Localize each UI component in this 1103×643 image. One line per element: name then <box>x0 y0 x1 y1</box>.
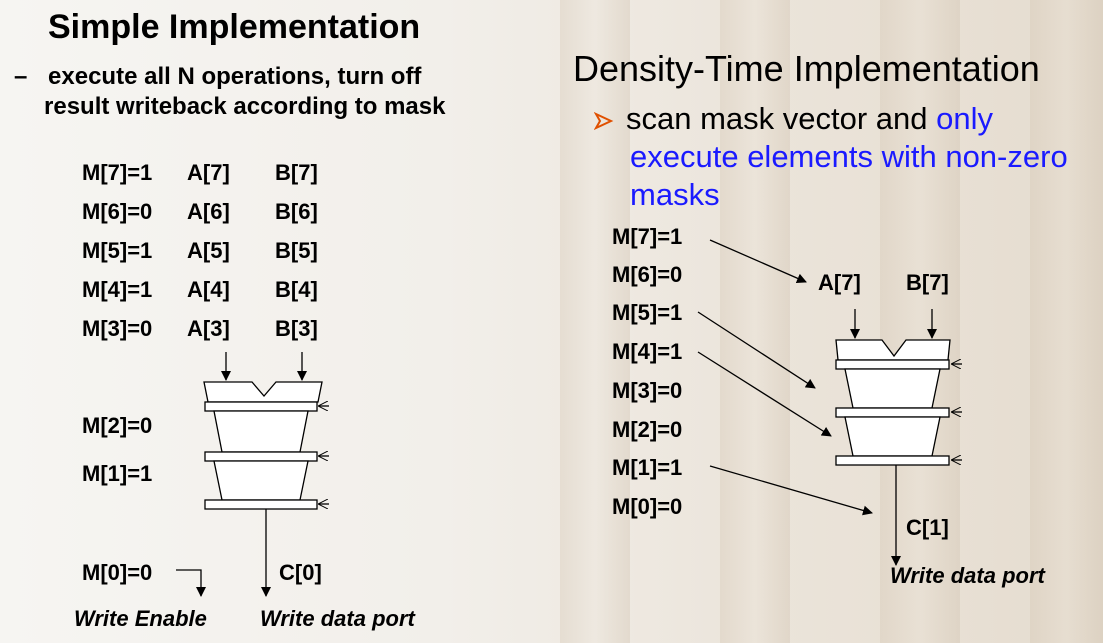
right-bullet-line2: execute elements with non-zero <box>630 139 1068 174</box>
right-pipeline <box>697 239 962 566</box>
right-bullet: scan mask vector and only execute elemen… <box>593 100 1068 214</box>
background-column <box>880 0 960 643</box>
mask-label-m2: M[2]=0 <box>82 413 153 438</box>
a-label: A[4] <box>187 277 230 302</box>
right-mask-label: M[0]=0 <box>612 494 683 519</box>
mask-label: M[5]=1 <box>82 238 153 263</box>
b7-label: B[7] <box>906 270 949 295</box>
background-column <box>720 0 790 643</box>
left-bullet-line2: result writeback according to mask <box>44 93 446 120</box>
b-label: B[5] <box>275 238 318 263</box>
mask-label: M[4]=1 <box>82 277 153 302</box>
background-column <box>560 0 630 643</box>
bullet-dash: – <box>14 63 28 90</box>
write-enable-label: Write Enable <box>74 606 207 631</box>
left-pipeline <box>176 352 329 597</box>
right-mask-label: M[5]=1 <box>612 300 683 325</box>
left-write-data-port-label: Write data port <box>260 606 415 631</box>
left-bullet-line1: execute all N operations, turn off <box>48 63 422 90</box>
a-label: A[3] <box>187 316 230 341</box>
a7-label: A[7] <box>818 270 861 295</box>
right-bullet-line3: masks <box>630 177 720 212</box>
left-title: Simple Implementation <box>48 8 421 46</box>
right-title: Density-Time Implementation <box>573 48 1040 89</box>
right-mask-label: M[2]=0 <box>612 417 683 442</box>
mask-label-m1: M[1]=1 <box>82 461 153 486</box>
right-mask-label: M[3]=0 <box>612 378 683 403</box>
bullet-arrow-icon <box>593 111 614 131</box>
right-bullet-line1-plain: scan mask vector and <box>626 101 937 136</box>
a-label: A[6] <box>187 199 230 224</box>
c1-label: C[1] <box>906 515 949 540</box>
c0-label: C[0] <box>279 560 322 585</box>
mask-label: M[3]=0 <box>82 316 153 341</box>
b-label: B[7] <box>275 160 318 185</box>
background-column <box>1030 0 1103 643</box>
right-mask-label: M[4]=1 <box>612 339 683 364</box>
left-bullet: – execute all N operations, turn off res… <box>14 62 445 122</box>
right-mask-label: M[1]=1 <box>612 455 683 480</box>
mask-label-m0: M[0]=0 <box>82 560 153 585</box>
right-bullet-line1-blue: only <box>936 101 994 136</box>
right-write-data-port-label: Write data port <box>890 563 1045 588</box>
right-mask-label: M[7]=1 <box>612 224 683 249</box>
b-label: B[4] <box>275 277 318 302</box>
a-label: A[7] <box>187 160 230 185</box>
right-mask-label: M[6]=0 <box>612 262 683 287</box>
b-label: B[3] <box>275 316 318 341</box>
mask-label: M[7]=1 <box>82 160 153 185</box>
b-label: B[6] <box>275 199 318 224</box>
mask-label: M[6]=0 <box>82 199 153 224</box>
a-label: A[5] <box>187 238 230 263</box>
